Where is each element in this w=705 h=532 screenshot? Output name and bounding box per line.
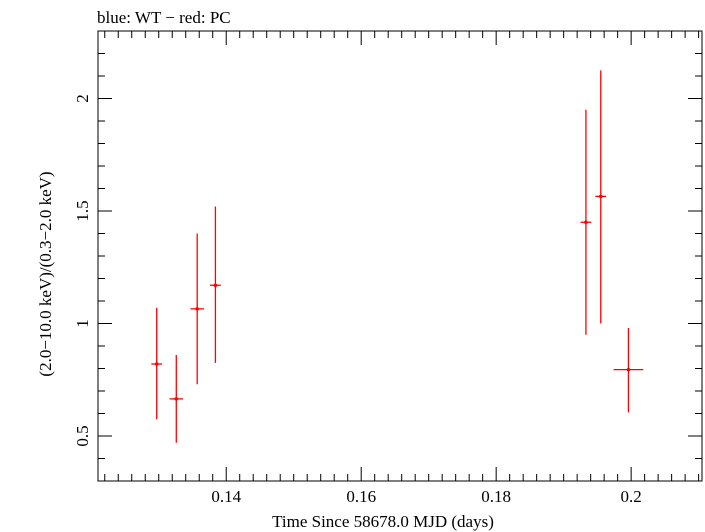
data-point: [190, 233, 204, 385]
data-points: [151, 70, 644, 443]
point-marker: [598, 194, 603, 199]
point-marker: [154, 362, 159, 366]
data-point: [210, 206, 221, 363]
data-point: [580, 109, 592, 335]
y-axis-tick-labels: 0.5 1 1.5 2: [73, 94, 92, 446]
y-tick-label: 1: [73, 319, 92, 328]
y-tick-label: 0.5: [73, 425, 92, 446]
chart-title: blue: WT − red: PC: [97, 8, 231, 27]
y-tick-label: 2: [73, 94, 92, 103]
plot-frame: [97, 30, 703, 482]
point-marker: [584, 220, 588, 225]
point-marker: [195, 307, 200, 311]
x-axis-label: Time Since 58678.0 MJD (days): [272, 512, 494, 531]
data-point: [613, 328, 644, 413]
y-tick-label: 1.5: [73, 200, 92, 221]
x-tick-label: 0.16: [346, 487, 376, 506]
x-axis-tick-labels: 0.14 0.16 0.18 0.2: [211, 487, 641, 506]
y-axis-label: (2.0−10.0 keV)/(0.3−2.0 keV): [36, 171, 55, 376]
x-axis-ticks: [104, 31, 700, 481]
point-marker: [213, 283, 218, 288]
point-marker: [174, 397, 179, 401]
y-axis-ticks: [98, 53, 702, 459]
x-tick-label: 0.14: [211, 487, 241, 506]
x-tick-label: 0.2: [621, 487, 642, 506]
data-point: [169, 355, 184, 443]
x-tick-label: 0.18: [481, 487, 511, 506]
point-marker: [626, 367, 631, 372]
data-point: [595, 70, 607, 324]
data-point: [151, 307, 163, 420]
